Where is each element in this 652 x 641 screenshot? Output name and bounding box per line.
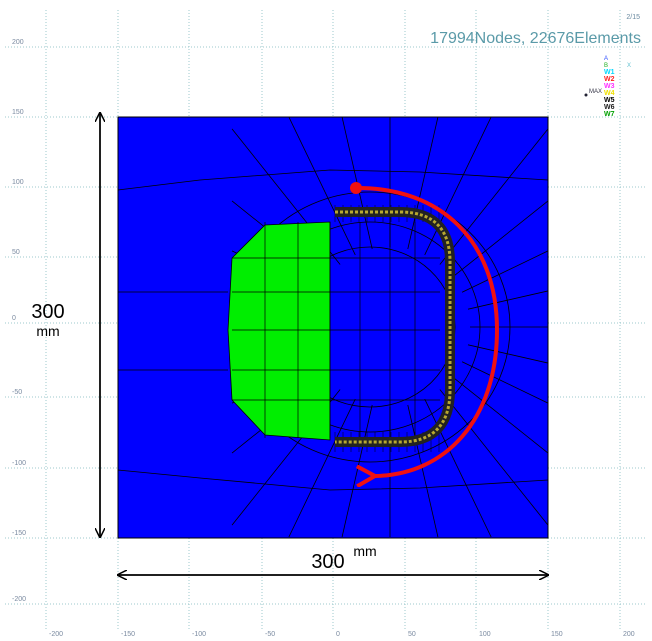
fem-view: -200 -150 -100 -50 0 50 100 150 200 200 150 100 50 0 -… bbox=[0, 0, 652, 641]
legend-item: W3 bbox=[604, 83, 615, 90]
y-label: -100 bbox=[12, 460, 26, 467]
width-unit: mm bbox=[353, 543, 376, 559]
width-value: 300 bbox=[311, 551, 344, 573]
y-label: 0 bbox=[12, 315, 16, 322]
legend-item: W4 bbox=[604, 90, 615, 97]
height-unit: mm bbox=[36, 323, 59, 339]
max-point bbox=[585, 94, 588, 97]
y-label: 50 bbox=[12, 249, 20, 256]
y-label: -150 bbox=[12, 530, 26, 537]
y-label: -50 bbox=[12, 389, 22, 396]
x-label: 150 bbox=[551, 631, 563, 638]
y-label: 150 bbox=[12, 109, 24, 116]
legend-axis: X bbox=[627, 63, 631, 69]
arrow-start bbox=[350, 182, 362, 194]
x-label: -150 bbox=[121, 631, 135, 638]
page-number: 2/15 bbox=[626, 14, 640, 21]
legend-item: W6 bbox=[604, 104, 615, 111]
height-value: 300 bbox=[31, 301, 64, 323]
x-label: -50 bbox=[265, 631, 275, 638]
y-label: 200 bbox=[12, 39, 24, 46]
x-label: 0 bbox=[336, 631, 340, 638]
y-label: -200 bbox=[12, 596, 26, 603]
x-label: 100 bbox=[479, 631, 491, 638]
legend-item: W1 bbox=[604, 69, 615, 76]
legend-max: MAX bbox=[589, 89, 602, 95]
summary: 17994Nodes, 22676Elements bbox=[430, 30, 641, 47]
legend-item: W7 bbox=[604, 111, 615, 118]
x-label: 50 bbox=[408, 631, 416, 638]
inner-region bbox=[228, 222, 330, 440]
x-label: -200 bbox=[49, 631, 63, 638]
legend-item: W2 bbox=[604, 76, 615, 83]
x-label: 200 bbox=[623, 631, 635, 638]
y-label: 100 bbox=[12, 179, 24, 186]
legend-item: W5 bbox=[604, 97, 615, 104]
outer-domain bbox=[118, 117, 548, 538]
x-label: -100 bbox=[192, 631, 206, 638]
legend-axis: A bbox=[604, 56, 608, 62]
